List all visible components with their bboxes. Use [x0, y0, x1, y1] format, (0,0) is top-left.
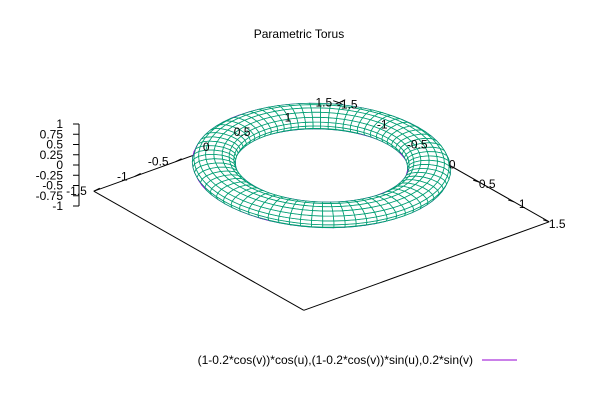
surface-patch: [322, 203, 333, 208]
y-tick-label: -1.5: [337, 98, 358, 112]
torus-surface: [191, 102, 452, 229]
x-tick: [338, 99, 346, 104]
surface-patch: [332, 210, 345, 217]
legend-label: (1-0.2*cos(v))*cos(u),(1-0.2*cos(v))*sin…: [198, 353, 473, 367]
z-tick-label: 0.5: [46, 138, 63, 152]
surface-patch: [419, 164, 430, 170]
chart-title: Parametric Torus: [254, 27, 344, 41]
surface-patch: [304, 116, 314, 123]
surface-patch: [312, 116, 322, 123]
z-tick-label: -0.25: [36, 168, 64, 182]
z-tick-label: 0.25: [40, 148, 64, 162]
z-tick-label: 0.75: [40, 127, 64, 141]
surface-patch: [328, 112, 339, 119]
surface-patch: [320, 116, 330, 123]
surface-patch: [322, 206, 334, 212]
z-tick-label: 0: [56, 158, 63, 172]
surface-patch: [342, 209, 356, 217]
x-tick-label: 1: [285, 110, 292, 124]
surface-patch: [322, 215, 335, 222]
surface-patch: [213, 158, 225, 164]
surface-patch: [320, 111, 330, 119]
surface-patch: [322, 220, 335, 226]
x-tick-label: -1.5: [66, 184, 87, 198]
x-tick: [134, 173, 141, 177]
surface-patch: [322, 210, 334, 217]
y-tick-label: -0.5: [407, 137, 428, 151]
x-tick: [93, 187, 101, 192]
x-tick: [175, 158, 182, 163]
legend: (1-0.2*cos(v))*cos(u),(1-0.2*cos(v))*sin…: [198, 353, 517, 367]
surface-patch: [420, 159, 430, 165]
z-tick-label: -0.5: [42, 179, 63, 193]
surface-patch: [300, 209, 313, 216]
y-tick-label: 0: [449, 157, 456, 171]
x-tick-label: -0.5: [148, 155, 169, 169]
surface-patch: [311, 210, 324, 217]
back-right-edge: [303, 221, 550, 311]
surface-patch: [331, 206, 344, 212]
tick-labels: -1.5-1-0.500.511.5 -1.5-1-0.500.511.5-1-0…: [36, 96, 566, 231]
x-tick-label: -1: [117, 169, 128, 183]
z-tick-label: 1: [56, 117, 63, 131]
y-tick-label: 0.5: [479, 177, 496, 191]
z-tick-label: -0.75: [36, 189, 64, 203]
x-tick-label: 0.5: [234, 125, 251, 139]
y-tick-label: -1: [377, 118, 388, 132]
y-tick-label: 1: [519, 197, 526, 211]
surface-patch: [332, 215, 346, 222]
surface-patch: [290, 208, 303, 216]
surface-patch: [311, 111, 322, 118]
surface-patch: [304, 121, 314, 127]
x-tick-label: 0: [203, 140, 210, 154]
y-tick: [473, 179, 480, 183]
y-tick: [508, 199, 515, 203]
x-tick-label: 1.5: [316, 96, 333, 110]
z-tick-label: -1: [52, 199, 63, 213]
y-tick: [543, 219, 550, 223]
back-left-edge: [93, 190, 305, 311]
surface-patch: [312, 121, 322, 127]
y-tick-label: 1.5: [549, 217, 566, 231]
y-tick: [333, 100, 340, 104]
